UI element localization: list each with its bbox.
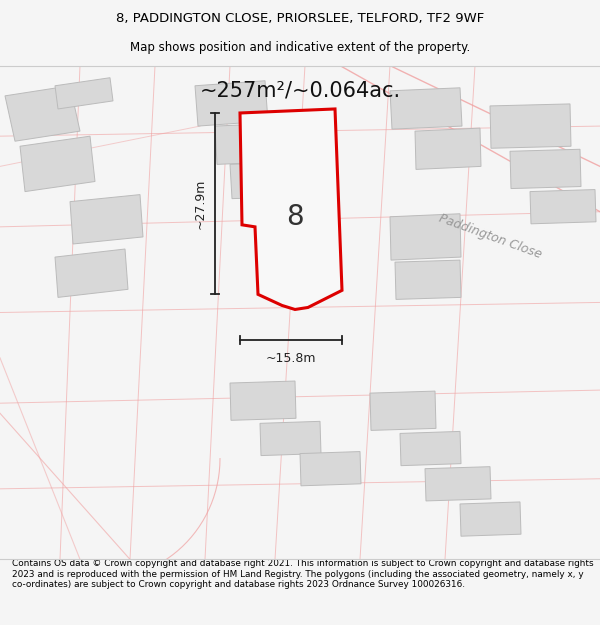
Text: 8: 8 [286, 202, 304, 231]
Polygon shape [70, 194, 143, 244]
Polygon shape [415, 128, 481, 169]
Text: 8, PADDINGTON CLOSE, PRIORSLEE, TELFORD, TF2 9WF: 8, PADDINGTON CLOSE, PRIORSLEE, TELFORD,… [116, 12, 484, 25]
Polygon shape [230, 381, 296, 421]
Polygon shape [490, 104, 571, 148]
Polygon shape [425, 467, 491, 501]
Polygon shape [395, 260, 461, 299]
Polygon shape [230, 162, 297, 199]
Polygon shape [390, 214, 461, 260]
Text: ~27.9m: ~27.9m [194, 179, 207, 229]
Polygon shape [510, 149, 581, 189]
Polygon shape [5, 86, 80, 141]
Polygon shape [370, 391, 436, 431]
Polygon shape [215, 123, 287, 164]
Polygon shape [248, 138, 317, 199]
Polygon shape [300, 451, 361, 486]
Polygon shape [260, 421, 321, 456]
Polygon shape [530, 189, 596, 224]
Polygon shape [390, 88, 462, 129]
Polygon shape [195, 81, 268, 126]
Text: Paddington Close: Paddington Close [437, 213, 543, 262]
Text: ~257m²/~0.064ac.: ~257m²/~0.064ac. [199, 81, 401, 101]
Polygon shape [240, 109, 342, 309]
Text: Contains OS data © Crown copyright and database right 2021. This information is : Contains OS data © Crown copyright and d… [12, 559, 593, 589]
Text: ~15.8m: ~15.8m [266, 352, 316, 365]
Polygon shape [400, 431, 461, 466]
Polygon shape [55, 249, 128, 298]
Text: Map shows position and indicative extent of the property.: Map shows position and indicative extent… [130, 41, 470, 54]
Polygon shape [460, 502, 521, 536]
Polygon shape [20, 136, 95, 192]
Polygon shape [55, 78, 113, 109]
